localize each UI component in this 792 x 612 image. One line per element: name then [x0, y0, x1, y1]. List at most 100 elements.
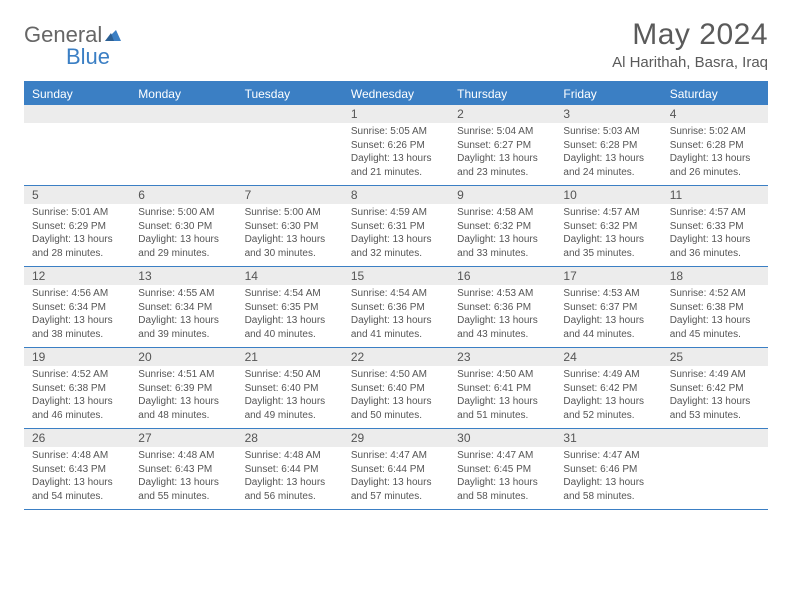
daylight-line: Daylight: 13 hours and 49 minutes. [245, 395, 335, 422]
sunset-line: Sunset: 6:34 PM [138, 301, 228, 315]
day-cell-1: 1Sunrise: 5:05 AMSunset: 6:26 PMDaylight… [343, 105, 449, 185]
sunset-line: Sunset: 6:45 PM [457, 463, 547, 477]
day-cell-23: 23Sunrise: 4:50 AMSunset: 6:41 PMDayligh… [449, 348, 555, 428]
day-cell-13: 13Sunrise: 4:55 AMSunset: 6:34 PMDayligh… [130, 267, 236, 347]
day-details: Sunrise: 4:49 AMSunset: 6:42 PMDaylight:… [662, 366, 768, 428]
daylight-line: Daylight: 13 hours and 28 minutes. [32, 233, 122, 260]
day-cell-8: 8Sunrise: 4:59 AMSunset: 6:31 PMDaylight… [343, 186, 449, 266]
sunrise-line: Sunrise: 4:59 AM [351, 206, 441, 220]
daylight-line: Daylight: 13 hours and 40 minutes. [245, 314, 335, 341]
day-cell-10: 10Sunrise: 4:57 AMSunset: 6:32 PMDayligh… [555, 186, 661, 266]
day-number: 27 [130, 429, 236, 447]
day-details: Sunrise: 5:03 AMSunset: 6:28 PMDaylight:… [555, 123, 661, 185]
sunrise-line: Sunrise: 4:51 AM [138, 368, 228, 382]
daylight-line: Daylight: 13 hours and 43 minutes. [457, 314, 547, 341]
sunset-line: Sunset: 6:26 PM [351, 139, 441, 153]
day-number: 17 [555, 267, 661, 285]
day-cell-16: 16Sunrise: 4:53 AMSunset: 6:36 PMDayligh… [449, 267, 555, 347]
day-cell-empty [237, 105, 343, 185]
day-number [24, 105, 130, 123]
day-cell-6: 6Sunrise: 5:00 AMSunset: 6:30 PMDaylight… [130, 186, 236, 266]
sunrise-line: Sunrise: 4:54 AM [245, 287, 335, 301]
day-cell-26: 26Sunrise: 4:48 AMSunset: 6:43 PMDayligh… [24, 429, 130, 509]
day-cell-22: 22Sunrise: 4:50 AMSunset: 6:40 PMDayligh… [343, 348, 449, 428]
dow-monday: Monday [130, 83, 236, 105]
daylight-line: Daylight: 13 hours and 46 minutes. [32, 395, 122, 422]
sunset-line: Sunset: 6:40 PM [351, 382, 441, 396]
day-cell-25: 25Sunrise: 4:49 AMSunset: 6:42 PMDayligh… [662, 348, 768, 428]
day-cell-27: 27Sunrise: 4:48 AMSunset: 6:43 PMDayligh… [130, 429, 236, 509]
weeks-container: 1Sunrise: 5:05 AMSunset: 6:26 PMDaylight… [24, 105, 768, 510]
sunset-line: Sunset: 6:28 PM [670, 139, 760, 153]
day-number: 7 [237, 186, 343, 204]
daylight-line: Daylight: 13 hours and 48 minutes. [138, 395, 228, 422]
day-details: Sunrise: 5:00 AMSunset: 6:30 PMDaylight:… [237, 204, 343, 266]
day-details: Sunrise: 5:02 AMSunset: 6:28 PMDaylight:… [662, 123, 768, 185]
day-details: Sunrise: 4:52 AMSunset: 6:38 PMDaylight:… [662, 285, 768, 347]
day-cell-11: 11Sunrise: 4:57 AMSunset: 6:33 PMDayligh… [662, 186, 768, 266]
day-number: 23 [449, 348, 555, 366]
sunset-line: Sunset: 6:39 PM [138, 382, 228, 396]
day-details: Sunrise: 5:01 AMSunset: 6:29 PMDaylight:… [24, 204, 130, 266]
sunrise-line: Sunrise: 4:48 AM [32, 449, 122, 463]
day-number: 11 [662, 186, 768, 204]
daylight-line: Daylight: 13 hours and 56 minutes. [245, 476, 335, 503]
sunrise-line: Sunrise: 4:58 AM [457, 206, 547, 220]
day-details: Sunrise: 4:48 AMSunset: 6:43 PMDaylight:… [24, 447, 130, 509]
day-number: 20 [130, 348, 236, 366]
sunset-line: Sunset: 6:33 PM [670, 220, 760, 234]
day-number: 2 [449, 105, 555, 123]
day-cell-18: 18Sunrise: 4:52 AMSunset: 6:38 PMDayligh… [662, 267, 768, 347]
daylight-line: Daylight: 13 hours and 29 minutes. [138, 233, 228, 260]
daylight-line: Daylight: 13 hours and 50 minutes. [351, 395, 441, 422]
title-block: May 2024 Al Harithah, Basra, Iraq [612, 18, 768, 71]
day-details: Sunrise: 4:49 AMSunset: 6:42 PMDaylight:… [555, 366, 661, 428]
day-number: 16 [449, 267, 555, 285]
week-row: 26Sunrise: 4:48 AMSunset: 6:43 PMDayligh… [24, 429, 768, 510]
day-details: Sunrise: 5:00 AMSunset: 6:30 PMDaylight:… [130, 204, 236, 266]
sunset-line: Sunset: 6:28 PM [563, 139, 653, 153]
week-row: 19Sunrise: 4:52 AMSunset: 6:38 PMDayligh… [24, 348, 768, 429]
sunrise-line: Sunrise: 4:47 AM [563, 449, 653, 463]
daylight-line: Daylight: 13 hours and 54 minutes. [32, 476, 122, 503]
sunset-line: Sunset: 6:42 PM [670, 382, 760, 396]
sunset-line: Sunset: 6:30 PM [138, 220, 228, 234]
day-details: Sunrise: 4:58 AMSunset: 6:32 PMDaylight:… [449, 204, 555, 266]
day-cell-5: 5Sunrise: 5:01 AMSunset: 6:29 PMDaylight… [24, 186, 130, 266]
daylight-line: Daylight: 13 hours and 58 minutes. [457, 476, 547, 503]
calendar: SundayMondayTuesdayWednesdayThursdayFrid… [24, 81, 768, 510]
header: GeneralBlue May 2024 Al Harithah, Basra,… [24, 18, 768, 71]
brand-logo: GeneralBlue [24, 18, 122, 68]
brand-part2: Blue [24, 44, 110, 69]
sunrise-line: Sunrise: 5:03 AM [563, 125, 653, 139]
day-details: Sunrise: 4:47 AMSunset: 6:46 PMDaylight:… [555, 447, 661, 509]
day-cell-15: 15Sunrise: 4:54 AMSunset: 6:36 PMDayligh… [343, 267, 449, 347]
day-number: 22 [343, 348, 449, 366]
sunrise-line: Sunrise: 4:50 AM [245, 368, 335, 382]
sunset-line: Sunset: 6:34 PM [32, 301, 122, 315]
sunrise-line: Sunrise: 5:00 AM [138, 206, 228, 220]
day-number [130, 105, 236, 123]
day-details: Sunrise: 4:53 AMSunset: 6:37 PMDaylight:… [555, 285, 661, 347]
daylight-line: Daylight: 13 hours and 39 minutes. [138, 314, 228, 341]
day-number: 25 [662, 348, 768, 366]
daylight-line: Daylight: 13 hours and 38 minutes. [32, 314, 122, 341]
daylight-line: Daylight: 13 hours and 21 minutes. [351, 152, 441, 179]
daylight-line: Daylight: 13 hours and 35 minutes. [563, 233, 653, 260]
day-cell-4: 4Sunrise: 5:02 AMSunset: 6:28 PMDaylight… [662, 105, 768, 185]
day-details: Sunrise: 5:05 AMSunset: 6:26 PMDaylight:… [343, 123, 449, 185]
day-number: 12 [24, 267, 130, 285]
day-number: 19 [24, 348, 130, 366]
day-cell-9: 9Sunrise: 4:58 AMSunset: 6:32 PMDaylight… [449, 186, 555, 266]
sunset-line: Sunset: 6:36 PM [457, 301, 547, 315]
day-number: 18 [662, 267, 768, 285]
sunrise-line: Sunrise: 5:00 AM [245, 206, 335, 220]
day-details: Sunrise: 4:54 AMSunset: 6:35 PMDaylight:… [237, 285, 343, 347]
dow-thursday: Thursday [449, 83, 555, 105]
sunrise-line: Sunrise: 4:47 AM [351, 449, 441, 463]
day-number: 1 [343, 105, 449, 123]
sunset-line: Sunset: 6:38 PM [670, 301, 760, 315]
daylight-line: Daylight: 13 hours and 45 minutes. [670, 314, 760, 341]
day-details: Sunrise: 4:57 AMSunset: 6:32 PMDaylight:… [555, 204, 661, 266]
day-number: 13 [130, 267, 236, 285]
